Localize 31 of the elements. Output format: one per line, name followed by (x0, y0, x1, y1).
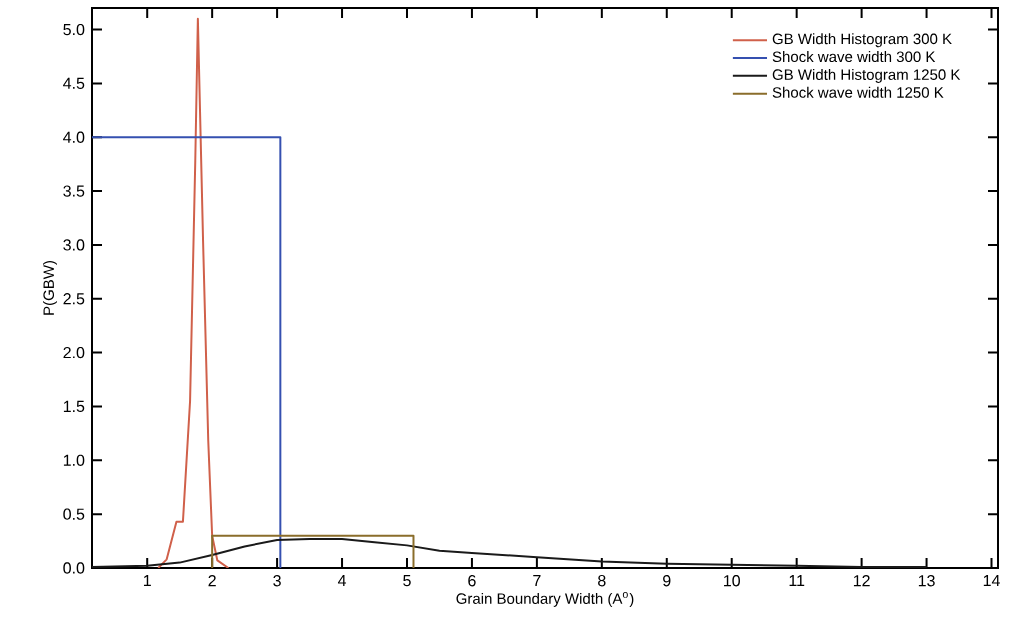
x-tick-label: 7 (533, 575, 541, 587)
legend-label: GB Width Histogram 1250 K (772, 68, 961, 83)
legend-label: Shock wave width 1250 K (772, 86, 944, 98)
y-tick-label: 2.0 (63, 346, 85, 359)
y-tick-label: 5.0 (63, 23, 85, 36)
x-tick-label: 1 (143, 575, 151, 587)
x-tick-label: 14 (983, 575, 1000, 587)
x-tick-label: 10 (724, 575, 740, 587)
legend-label: Shock wave width 300 K (772, 51, 936, 63)
y-tick-label: 2.5 (63, 293, 85, 305)
x-tick-label: 5 (403, 575, 411, 587)
y-tick-label: 1.0 (63, 454, 85, 466)
x-tick-label: 3 (273, 575, 281, 587)
y-tick-label: 4.5 (63, 77, 85, 89)
x-tick-label: 13 (918, 575, 935, 587)
x-tick-label: 12 (853, 575, 870, 587)
y-tick-label: 4.0 (63, 131, 85, 143)
y-tick-label: 0.5 (63, 508, 85, 520)
x-tick-label: 6 (468, 575, 476, 587)
x-tick-label: 8 (598, 575, 606, 587)
y-axis-title: P(GBW) (43, 260, 57, 315)
y-tick-label: 3.5 (63, 185, 85, 197)
x-tick-label: 11 (789, 575, 805, 587)
x-tick-label: 2 (208, 575, 216, 587)
x-axis-title: Grain Boundary Width (A$^{o}$) (456, 592, 634, 607)
y-tick-label: 3.0 (63, 239, 85, 251)
x-tick-label: 4 (337, 575, 347, 587)
y-tick-label: 0.0 (63, 562, 85, 574)
x-tick-label: 9 (663, 575, 671, 587)
legend-label: GB Width Histogram 300 K (772, 33, 952, 48)
y-tick-label: 1.5 (63, 400, 85, 413)
